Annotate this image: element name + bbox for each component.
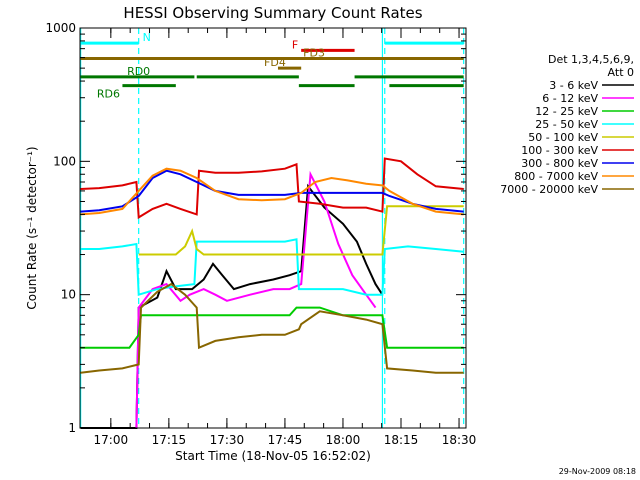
x-tick-label: 18:00 (326, 433, 361, 447)
series-line (80, 169, 464, 213)
y-tick-label: 100 (53, 154, 76, 168)
legend-entry-label: 100 - 300 keV (521, 144, 598, 157)
legend-entry-label: 50 - 100 keV (528, 131, 598, 144)
legend-entry-label: 25 - 50 keV (535, 118, 598, 131)
y-tick-label: 10 (61, 288, 76, 302)
legend-entry-label: 800 - 7000 keV (514, 170, 598, 183)
legend-entry-label: 300 - 800 keV (521, 157, 598, 170)
footer-timestamp: 29-Nov-2009 08:18 (559, 467, 636, 476)
y-tick-label: 1000 (45, 21, 76, 35)
x-tick-label: 17:15 (152, 433, 187, 447)
y-tick-label: 1 (68, 421, 76, 435)
series-line (80, 282, 464, 374)
chart-text: N F FD3 FD4 RD0 RD6 1 10 100 1000 17:00 17:15 17:30 1… (25, 4, 636, 476)
series-line (135, 170, 377, 429)
chart-title: HESSI Observing Summary Count Rates (123, 4, 422, 22)
legend-entry-label: 7000 - 20000 keV (500, 183, 598, 196)
legend-entry-label: 6 - 12 keV (542, 92, 598, 105)
series-line (138, 205, 464, 256)
legend-entry-label: 12 - 25 keV (535, 105, 598, 118)
status-bar-label: RD6 (97, 88, 120, 101)
status-bar-label: FD3 (303, 47, 325, 60)
x-tick-label: 17:45 (268, 433, 303, 447)
status-bar-label: F (292, 38, 298, 51)
status-bar-label: RD0 (127, 65, 150, 78)
series-line (80, 238, 464, 297)
series-line (80, 167, 464, 216)
series-line (80, 306, 464, 349)
status-bar-label: N (143, 31, 151, 44)
x-tick-label: 18:15 (384, 433, 419, 447)
series-line (80, 183, 384, 429)
x-tick-label: 17:30 (210, 433, 245, 447)
x-tick-label: 17:00 (94, 433, 129, 447)
status-bar-label: FD4 (264, 56, 286, 69)
legend-header: Att 0 (608, 66, 634, 79)
plot-frame (79, 27, 467, 429)
x-tick-label: 18:30 (442, 433, 477, 447)
legend-entry-label: 3 - 6 keV (549, 79, 598, 92)
legend-header: Det 1,3,4,5,6,9, (548, 53, 634, 66)
y-axis-label: Count Rate (s⁻¹ detector⁻¹) (25, 146, 39, 309)
series-line (80, 157, 464, 220)
chart-area (79, 27, 634, 429)
x-axis-label: Start Time (18-Nov-05 16:52:02) (175, 449, 371, 463)
